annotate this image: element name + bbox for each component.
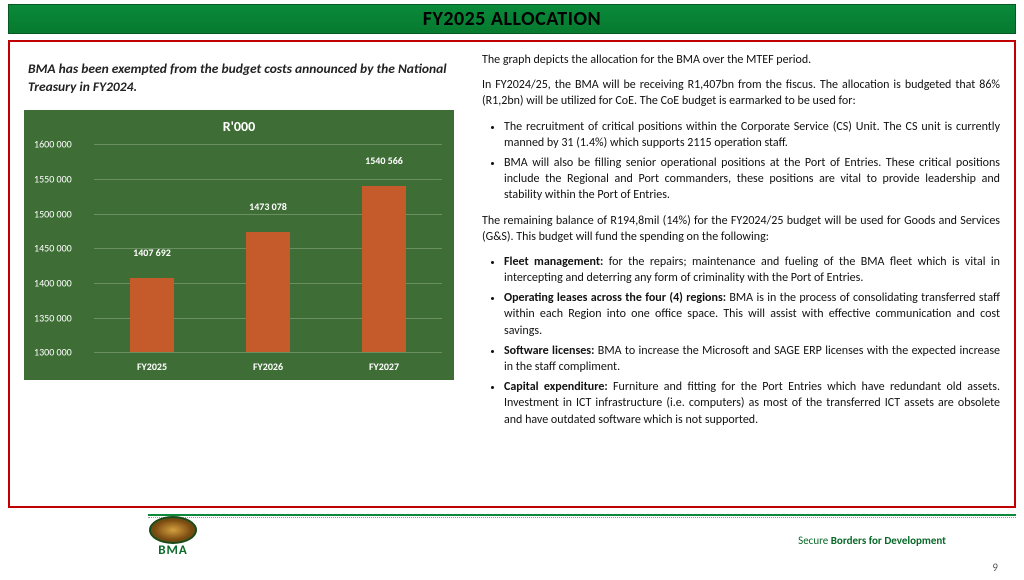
right-column: The graph depicts the allocation for the…: [482, 52, 1000, 496]
bma-logo: BMA: [138, 516, 208, 566]
chart-gridline: [94, 144, 442, 145]
chart-y-tick-label: 1300 000: [34, 346, 72, 359]
page-number: 9: [992, 561, 998, 574]
gs-bullet-item: Operating leases across the four (4) reg…: [504, 290, 1000, 339]
chart-y-tick-label: 1550 000: [34, 173, 72, 186]
coe-bullet-item: The recruitment of critical positions wi…: [504, 119, 1000, 151]
coe-bullet-item: BMA will also be filling senior operatio…: [504, 155, 1000, 204]
exemption-note: BMA has been exempted from the budget co…: [28, 60, 460, 96]
chart-bar: [246, 232, 290, 352]
coe-bullet-list: The recruitment of critical positions wi…: [482, 119, 1000, 204]
intro-paragraph: The graph depicts the allocation for the…: [482, 52, 1000, 68]
allocation-bar-chart: R'000 1300 0001350 0001400 0001450 00015…: [24, 110, 454, 380]
chart-y-tick-label: 1600 000: [34, 138, 72, 151]
chart-x-tick-label: FY2027: [369, 360, 399, 373]
gs-bullet-lead: Software licenses:: [504, 344, 594, 358]
logo-text: BMA: [138, 543, 208, 558]
chart-y-tick-label: 1500 000: [34, 207, 72, 220]
chart-x-tick-label: FY2026: [253, 360, 283, 373]
gs-bullet-list: Fleet management: for the repairs; maint…: [482, 254, 1000, 428]
chart-x-tick-label: FY2025: [137, 360, 167, 373]
footer-rule-dotted: [148, 517, 1016, 518]
content-frame: BMA has been exempted from the budget co…: [8, 40, 1016, 508]
gs-bullet-item: Capital expenditure: Furniture and fitti…: [504, 379, 1000, 428]
chart-plot-area: 1300 0001350 0001400 0001450 0001500 000…: [94, 144, 442, 352]
footer-tagline: Secure Borders for Development: [798, 534, 946, 547]
gs-paragraph: The remaining balance of R194,8mil (14%)…: [482, 213, 1000, 245]
chart-gridline: [94, 352, 442, 353]
chart-bar-value-label: 1473 078: [249, 200, 287, 216]
gs-bullet-lead: Fleet management:: [504, 255, 603, 269]
chart-bar-value-label: 1540 566: [365, 154, 403, 170]
page-title-bar: FY2025 ALLOCATION: [8, 4, 1016, 34]
left-column: BMA has been exempted from the budget co…: [24, 52, 464, 496]
chart-bar: [362, 186, 406, 353]
chart-y-tick-label: 1400 000: [34, 277, 72, 290]
chart-y-tick-label: 1450 000: [34, 242, 72, 255]
footer-rule: [148, 514, 1016, 516]
tagline-prefix: Secure: [798, 534, 831, 547]
gs-bullet-lead: Capital expenditure:: [504, 380, 608, 394]
chart-y-tick-label: 1350 000: [34, 311, 72, 324]
chart-bar: [130, 278, 174, 353]
slide-footer: BMA Secure Borders for Development 9: [8, 514, 1016, 576]
tagline-bold: Borders for Development: [831, 534, 946, 547]
logo-emblem-icon: [149, 516, 197, 544]
chart-bar-value-label: 1407 692: [133, 246, 171, 262]
gs-bullet-item: Software licenses: BMA to increase the M…: [504, 343, 1000, 375]
coe-paragraph: In FY2024/25, the BMA will be receiving …: [482, 77, 1000, 109]
chart-title: R'000: [24, 118, 454, 135]
chart-gridline: [94, 179, 442, 180]
gs-bullet-lead: Operating leases across the four (4) reg…: [504, 291, 726, 305]
gs-bullet-item: Fleet management: for the repairs; maint…: [504, 254, 1000, 286]
page-title: FY2025 ALLOCATION: [423, 7, 601, 31]
